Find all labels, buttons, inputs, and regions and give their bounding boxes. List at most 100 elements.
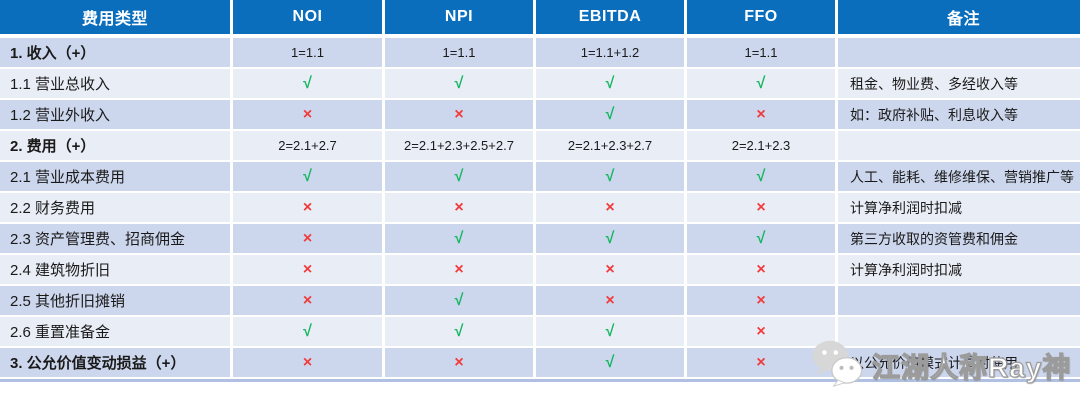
check-icon: √ <box>454 322 464 340</box>
cell-ffo: × <box>687 100 835 129</box>
row-label: 2.5 其他折旧摊销 <box>0 286 230 315</box>
cell-ebitda: 2=2.1+2.3+2.7 <box>536 131 684 160</box>
cell-ebitda: × <box>536 286 684 315</box>
cell-ebitda: × <box>536 255 684 284</box>
table-row: 2.5 其他折旧摊销 × √ × × <box>0 286 1080 315</box>
col-header-ffo: FFO <box>687 0 835 34</box>
cross-icon: × <box>756 322 766 340</box>
cell-remark: 以公允价值模式计量时使用 <box>838 348 1080 377</box>
cell-remark: 计算净利润时扣减 <box>838 193 1080 222</box>
check-icon: √ <box>605 322 615 340</box>
cell-ffo: √ <box>687 162 835 191</box>
formula-text: 1=1.1+1.2 <box>580 45 640 60</box>
cell-ebitda: √ <box>536 162 684 191</box>
cross-icon: × <box>302 291 313 309</box>
check-icon: √ <box>756 229 766 247</box>
cell-remark: 人工、能耗、维修维保、营销推广等 <box>838 162 1080 191</box>
formula-text: 1=1.1 <box>442 45 476 60</box>
cell-npi: √ <box>385 286 533 315</box>
cell-noi: 1=1.1 <box>233 38 382 67</box>
cell-remark: 如：政府补贴、利息收入等 <box>838 100 1080 129</box>
check-icon: √ <box>303 167 312 185</box>
check-icon: √ <box>303 322 312 340</box>
cell-noi: √ <box>233 317 382 346</box>
row-label: 2. 费用（+） <box>0 131 230 160</box>
table-row: 1.1 营业总收入 √ √ √ √ 租金、物业费、多经收入等 <box>0 69 1080 98</box>
formula-text: 2=2.1+2.3+2.7 <box>567 138 653 153</box>
cross-icon: × <box>302 229 313 247</box>
cell-ffo: 1=1.1 <box>687 38 835 67</box>
check-icon: √ <box>756 167 766 185</box>
check-icon: √ <box>454 291 464 309</box>
cell-ffo: × <box>687 286 835 315</box>
cell-ffo: × <box>687 317 835 346</box>
cell-remark <box>838 317 1080 346</box>
cell-remark <box>838 286 1080 315</box>
cross-icon: × <box>605 198 615 216</box>
formula-text: 1=1.1 <box>744 45 778 60</box>
formula-text: 2=2.1+2.7 <box>278 138 337 153</box>
cell-npi: √ <box>385 69 533 98</box>
cell-remark <box>838 38 1080 67</box>
cell-npi: 1=1.1 <box>385 38 533 67</box>
cross-icon: × <box>756 198 766 216</box>
row-label: 1.2 营业外收入 <box>0 100 230 129</box>
table-row: 3. 公允价值变动损益（+） × × √ × 以公允价值模式计量时使用 <box>0 348 1080 377</box>
col-header-noi: NOI <box>233 0 382 34</box>
col-header-cost-type: 费用类型 <box>0 0 230 34</box>
table-row: 2.1 营业成本费用 √ √ √ √ 人工、能耗、维修维保、营销推广等 <box>0 162 1080 191</box>
table-body: 1. 收入（+） 1=1.1 1=1.1 1=1.1+1.2 1=1.1 1.1 营业总收… <box>0 38 1080 377</box>
cell-remark <box>838 131 1080 160</box>
cross-icon: × <box>756 105 766 123</box>
cell-noi: × <box>233 348 382 377</box>
cell-noi: √ <box>233 162 382 191</box>
cell-npi: × <box>385 193 533 222</box>
cross-icon: × <box>756 353 766 371</box>
table-row: 2.6 重置准备金 √ √ √ × <box>0 317 1080 346</box>
check-icon: √ <box>605 74 615 92</box>
col-header-ebitda: EBITDA <box>536 0 684 34</box>
cell-noi: √ <box>233 69 382 98</box>
table-row: 2.2 财务费用 × × × × 计算净利润时扣减 <box>0 193 1080 222</box>
cell-remark: 租金、物业费、多经收入等 <box>838 69 1080 98</box>
cross-icon: × <box>302 353 313 371</box>
cell-npi: √ <box>385 224 533 253</box>
check-icon: √ <box>454 74 464 92</box>
cell-ffo: × <box>687 193 835 222</box>
cell-ebitda: √ <box>536 100 684 129</box>
comparison-table: 费用类型 NOI NPI EBITDA FFO 备注 1. 收入（+） 1=1.1… <box>0 0 1080 382</box>
table-row: 2.4 建筑物折旧 × × × × 计算净利润时扣减 <box>0 255 1080 284</box>
cell-npi: × <box>385 255 533 284</box>
cell-ebitda: 1=1.1+1.2 <box>536 38 684 67</box>
cell-ebitda: × <box>536 193 684 222</box>
cross-icon: × <box>302 260 313 278</box>
cell-npi: √ <box>385 317 533 346</box>
check-icon: √ <box>756 74 766 92</box>
cell-noi: × <box>233 193 382 222</box>
cell-npi: × <box>385 100 533 129</box>
formula-text: 2=2.1+2.3+2.5+2.7 <box>404 138 514 153</box>
check-icon: √ <box>454 229 464 247</box>
cell-noi: × <box>233 286 382 315</box>
cell-ffo: √ <box>687 224 835 253</box>
cell-npi: √ <box>385 162 533 191</box>
cross-icon: × <box>302 105 313 123</box>
row-label: 2.3 资产管理费、招商佣金 <box>0 224 230 253</box>
cross-icon: × <box>454 353 464 371</box>
check-icon: √ <box>605 229 615 247</box>
formula-text: 1=1.1 <box>291 45 324 60</box>
cell-ffo: √ <box>687 69 835 98</box>
cell-ebitda: √ <box>536 348 684 377</box>
cell-ebitda: √ <box>536 69 684 98</box>
cross-icon: × <box>454 198 464 216</box>
cross-icon: × <box>454 105 464 123</box>
cell-ebitda: √ <box>536 317 684 346</box>
cell-noi: × <box>233 224 382 253</box>
check-icon: √ <box>605 353 615 371</box>
row-label: 1. 收入（+） <box>0 38 230 67</box>
cross-icon: × <box>756 260 766 278</box>
row-label: 3. 公允价值变动损益（+） <box>0 348 230 377</box>
table-row: 2.3 资产管理费、招商佣金 × √ √ √ 第三方收取的资管费和佣金 <box>0 224 1080 253</box>
cell-ffo: × <box>687 255 835 284</box>
check-icon: √ <box>303 74 312 92</box>
